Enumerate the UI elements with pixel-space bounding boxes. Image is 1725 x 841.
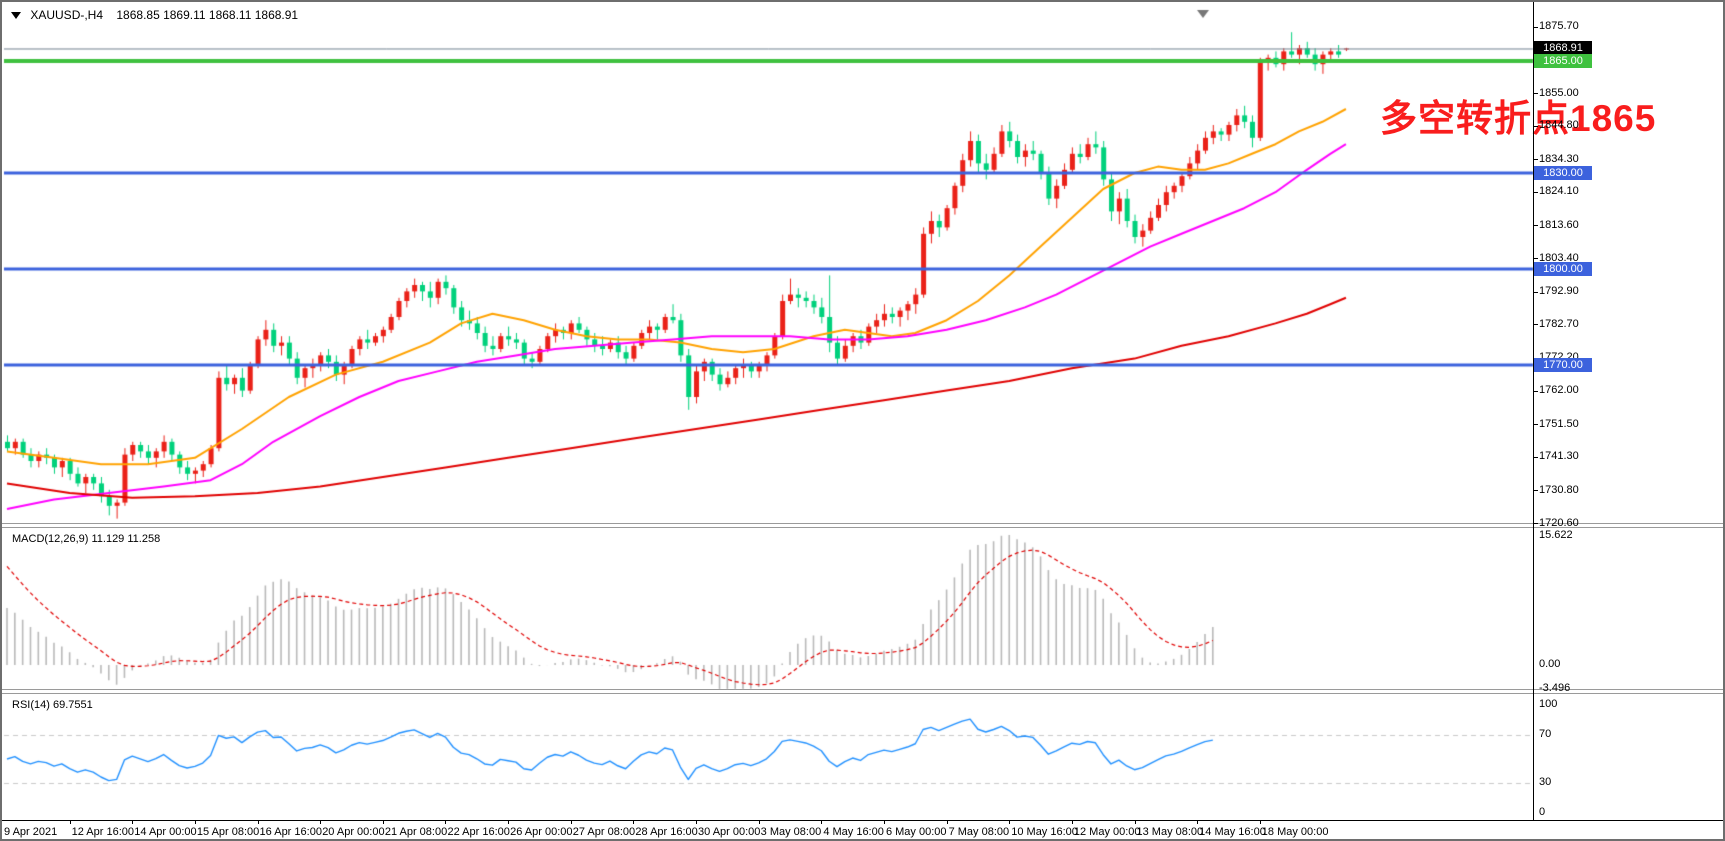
rsi-indicator-label: RSI(14) 69.7551 bbox=[12, 699, 93, 711]
time-tick-label: 12 May 00:00 bbox=[1073, 826, 1141, 838]
price-tick-mark bbox=[1533, 125, 1538, 127]
time-tick-mark bbox=[257, 820, 259, 824]
price-tick-mark bbox=[1533, 523, 1538, 525]
time-tick-mark bbox=[1009, 820, 1011, 824]
price-tick-label: 1792.90 bbox=[1539, 285, 1579, 298]
time-tick-mark bbox=[946, 820, 948, 824]
price-tick-mark bbox=[1533, 456, 1538, 458]
macd-axis-zero: 0.00 bbox=[1539, 658, 1561, 670]
price-tick-mark bbox=[1533, 159, 1538, 161]
price-tick-label: 1824.10 bbox=[1539, 185, 1579, 198]
price-tick-label: 1844.80 bbox=[1539, 119, 1579, 132]
time-tick-mark bbox=[570, 820, 572, 824]
time-tick-mark bbox=[633, 820, 635, 824]
price-tick-mark bbox=[1533, 324, 1538, 326]
time-tick-label: 14 May 16:00 bbox=[1199, 826, 1266, 838]
time-tick-label: 26 Apr 00:00 bbox=[510, 826, 573, 838]
time-tick-mark bbox=[1259, 820, 1261, 824]
time-tick-label: 16 Apr 16:00 bbox=[259, 826, 322, 838]
price-tick-label: 1730.80 bbox=[1539, 483, 1579, 496]
time-tick-label: 27 Apr 08:00 bbox=[572, 826, 636, 838]
price-tick-label: 1813.60 bbox=[1539, 218, 1579, 231]
time-tick-mark bbox=[132, 820, 134, 824]
price-tick-label: 1751.50 bbox=[1539, 417, 1579, 430]
price-tick-label: 1782.70 bbox=[1539, 317, 1579, 330]
rsi-axis-100: 100 bbox=[1539, 698, 1558, 710]
time-tick-label: 14 Apr 00:00 bbox=[134, 826, 197, 838]
price-tick-mark bbox=[1533, 291, 1538, 293]
price-tick-mark bbox=[1533, 26, 1538, 28]
rsi-axis-30: 30 bbox=[1539, 776, 1552, 788]
price-tick-label: 1875.70 bbox=[1539, 20, 1579, 33]
time-tick-label: 6 May 00:00 bbox=[885, 826, 947, 838]
price-tick-label: 1834.30 bbox=[1539, 152, 1579, 165]
macd-axis-max: 15.622 bbox=[1539, 529, 1573, 541]
symbol-dropdown-icon bbox=[11, 12, 21, 20]
price-tick-mark bbox=[1533, 225, 1538, 227]
time-tick-mark bbox=[445, 820, 447, 824]
time-tick-label: 22 Apr 16:00 bbox=[447, 826, 510, 838]
time-tick-mark bbox=[883, 820, 885, 824]
macd-indicator-label: MACD(12,26,9) 11.129 11.258 bbox=[12, 533, 161, 545]
time-tick-label: 28 Apr 16:00 bbox=[635, 826, 698, 838]
chart-title: XAUUSD-,H4 1868.85 1869.11 1868.11 1868.… bbox=[11, 8, 298, 22]
time-tick-label: 4 May 16:00 bbox=[823, 826, 884, 838]
time-tick-mark bbox=[821, 820, 823, 824]
level-price-badge: 1770.00 bbox=[1534, 358, 1592, 372]
time-tick-mark bbox=[1071, 820, 1073, 824]
price-tick-label: 1803.40 bbox=[1539, 251, 1579, 264]
current-price-badge: 1868.91 bbox=[1534, 41, 1592, 56]
symbol-period-label: XAUUSD-,H4 bbox=[30, 8, 104, 22]
time-tick-label: 12 Apr 16:00 bbox=[71, 826, 135, 838]
time-tick-mark bbox=[194, 820, 196, 824]
chinese-annotation: 多空转折点1865 bbox=[1380, 98, 1657, 139]
level-price-badge: 1865.00 bbox=[1534, 54, 1592, 68]
panel-splitter-rsi[interactable] bbox=[2, 689, 1723, 694]
price-tick-mark bbox=[1533, 258, 1538, 260]
time-tick-mark bbox=[1197, 820, 1199, 824]
time-tick-mark bbox=[1134, 820, 1136, 824]
time-tick-label: 21 Apr 08:00 bbox=[384, 826, 448, 838]
time-tick-label: 3 May 08:00 bbox=[760, 826, 822, 838]
time-tick-label: 18 May 00:00 bbox=[1261, 826, 1329, 838]
price-tick-mark bbox=[1533, 93, 1538, 94]
time-tick-label: 30 Apr 00:00 bbox=[698, 826, 761, 838]
time-tick-mark bbox=[320, 820, 322, 824]
level-price-badge: 1800.00 bbox=[1534, 262, 1592, 276]
price-tick-mark bbox=[1533, 490, 1538, 492]
panel-splitter-macd[interactable] bbox=[2, 523, 1723, 528]
price-tick-mark bbox=[1533, 390, 1538, 392]
time-tick-mark bbox=[382, 820, 384, 824]
price-tick-label: 1720.60 bbox=[1539, 516, 1579, 529]
time-tick-mark bbox=[696, 820, 698, 824]
time-tick-label: 9 Apr 2021 bbox=[4, 826, 58, 838]
price-tick-label: 1855.00 bbox=[1539, 86, 1579, 99]
ohlc-quote-label: 1868.85 1869.11 1868.11 1868.91 bbox=[116, 8, 299, 22]
time-tick-mark bbox=[69, 820, 71, 824]
macd-axis-min: -3.496 bbox=[1539, 682, 1571, 694]
time-tick-mark bbox=[508, 820, 510, 824]
time-axis-border bbox=[2, 820, 1723, 821]
time-tick-label: 10 May 16:00 bbox=[1011, 826, 1078, 838]
level-price-badge: 1830.00 bbox=[1534, 166, 1592, 180]
rsi-axis-70: 70 bbox=[1539, 728, 1552, 740]
time-tick-label: 20 Apr 00:00 bbox=[322, 826, 385, 838]
rsi-axis-0: 0 bbox=[1539, 806, 1546, 818]
time-tick-label: 15 Apr 08:00 bbox=[196, 826, 260, 838]
time-tick-mark bbox=[758, 820, 760, 824]
price-axis-border bbox=[1533, 2, 1534, 820]
time-tick-label: 13 May 08:00 bbox=[1136, 826, 1204, 838]
price-tick-label: 1741.30 bbox=[1539, 450, 1579, 463]
price-tick-label: 1762.00 bbox=[1539, 384, 1579, 397]
price-tick-mark bbox=[1533, 191, 1538, 193]
time-tick-label: 7 May 08:00 bbox=[948, 826, 1010, 838]
price-tick-mark bbox=[1533, 424, 1538, 426]
